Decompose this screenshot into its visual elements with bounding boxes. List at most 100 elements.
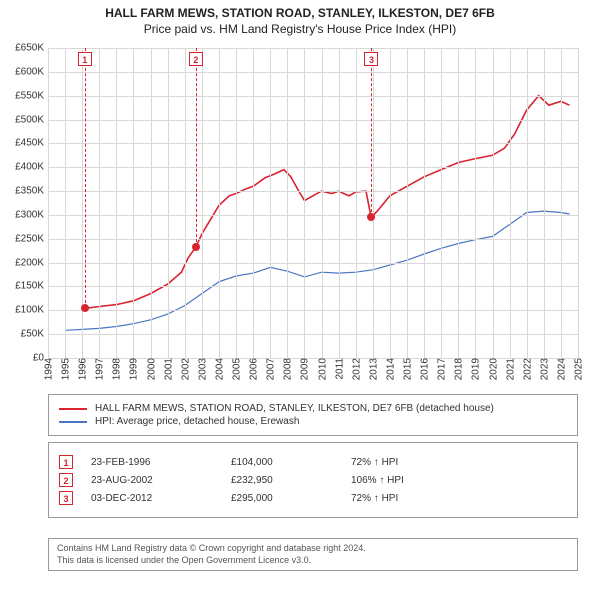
x-axis-tick-label: 2012 bbox=[349, 358, 362, 380]
gridline-vertical bbox=[99, 48, 100, 358]
line-series-svg bbox=[48, 48, 578, 358]
event-date: 23-FEB-1996 bbox=[91, 457, 231, 468]
gridline-vertical bbox=[544, 48, 545, 358]
title-block: HALL FARM MEWS, STATION ROAD, STANLEY, I… bbox=[0, 0, 600, 36]
marker-dot bbox=[367, 213, 375, 221]
gridline-horizontal bbox=[48, 239, 578, 240]
footer-line-1: Contains HM Land Registry data © Crown c… bbox=[57, 543, 569, 555]
x-axis-tick-label: 2019 bbox=[469, 358, 482, 380]
gridline-horizontal bbox=[48, 334, 578, 335]
gridline-vertical bbox=[185, 48, 186, 358]
gridline-vertical bbox=[287, 48, 288, 358]
y-axis-tick-label: £450K bbox=[15, 138, 48, 149]
y-axis-tick-label: £300K bbox=[15, 209, 48, 220]
event-pct: 72% ↑ HPI bbox=[351, 493, 398, 504]
x-axis-tick-label: 1999 bbox=[127, 358, 140, 380]
gridline-horizontal bbox=[48, 167, 578, 168]
gridline-vertical bbox=[578, 48, 579, 358]
x-axis-tick-label: 2004 bbox=[212, 358, 225, 380]
x-axis-tick-label: 2006 bbox=[247, 358, 260, 380]
x-axis-tick-label: 1995 bbox=[59, 358, 72, 380]
gridline-vertical bbox=[356, 48, 357, 358]
event-badge: 1 bbox=[59, 455, 73, 469]
marker-guideline bbox=[85, 48, 86, 308]
x-axis-tick-label: 2000 bbox=[144, 358, 157, 380]
gridline-vertical bbox=[561, 48, 562, 358]
x-axis-tick-label: 1997 bbox=[93, 358, 106, 380]
plot-area: £0£50K£100K£150K£200K£250K£300K£350K£400… bbox=[48, 48, 578, 358]
y-axis-tick-label: £600K bbox=[15, 66, 48, 77]
marker-dot bbox=[192, 243, 200, 251]
gridline-horizontal bbox=[48, 286, 578, 287]
gridline-vertical bbox=[270, 48, 271, 358]
footer-line-2: This data is licensed under the Open Gov… bbox=[57, 555, 569, 567]
x-axis-tick-label: 2010 bbox=[315, 358, 328, 380]
gridline-horizontal bbox=[48, 96, 578, 97]
x-axis-tick-label: 1998 bbox=[110, 358, 123, 380]
gridline-horizontal bbox=[48, 72, 578, 73]
x-axis-tick-label: 2023 bbox=[537, 358, 550, 380]
x-axis-tick-label: 2025 bbox=[572, 358, 585, 380]
chart-title: HALL FARM MEWS, STATION ROAD, STANLEY, I… bbox=[0, 6, 600, 20]
legend-swatch bbox=[59, 408, 87, 410]
event-pct: 72% ↑ HPI bbox=[351, 457, 398, 468]
y-axis-tick-label: £400K bbox=[15, 162, 48, 173]
x-axis-tick-label: 2001 bbox=[161, 358, 174, 380]
y-axis-tick-label: £650K bbox=[15, 43, 48, 54]
event-date: 23-AUG-2002 bbox=[91, 475, 231, 486]
x-axis-tick-label: 1994 bbox=[42, 358, 55, 380]
gridline-vertical bbox=[339, 48, 340, 358]
x-axis-tick-label: 2020 bbox=[486, 358, 499, 380]
gridline-vertical bbox=[390, 48, 391, 358]
gridline-vertical bbox=[48, 48, 49, 358]
gridline-vertical bbox=[458, 48, 459, 358]
x-axis-tick-label: 2022 bbox=[520, 358, 533, 380]
gridline-horizontal bbox=[48, 191, 578, 192]
gridline-vertical bbox=[202, 48, 203, 358]
x-axis-tick-label: 2007 bbox=[264, 358, 277, 380]
gridline-horizontal bbox=[48, 120, 578, 121]
gridline-vertical bbox=[133, 48, 134, 358]
gridline-vertical bbox=[65, 48, 66, 358]
gridline-horizontal bbox=[48, 263, 578, 264]
event-price: £104,000 bbox=[231, 457, 351, 468]
y-axis-tick-label: £350K bbox=[15, 186, 48, 197]
gridline-horizontal bbox=[48, 310, 578, 311]
gridline-vertical bbox=[475, 48, 476, 358]
event-price: £295,000 bbox=[231, 493, 351, 504]
marker-guideline bbox=[196, 48, 197, 247]
gridline-vertical bbox=[151, 48, 152, 358]
y-axis-tick-label: £250K bbox=[15, 233, 48, 244]
events-table: 123-FEB-1996£104,00072% ↑ HPI223-AUG-200… bbox=[48, 442, 578, 518]
gridline-vertical bbox=[116, 48, 117, 358]
chart-subtitle: Price paid vs. HM Land Registry's House … bbox=[0, 22, 600, 36]
gridline-vertical bbox=[304, 48, 305, 358]
gridline-vertical bbox=[407, 48, 408, 358]
x-axis-tick-label: 2018 bbox=[452, 358, 465, 380]
chart-container: HALL FARM MEWS, STATION ROAD, STANLEY, I… bbox=[0, 0, 600, 590]
legend: HALL FARM MEWS, STATION ROAD, STANLEY, I… bbox=[48, 394, 578, 436]
y-axis-tick-label: £200K bbox=[15, 257, 48, 268]
marker-badge: 1 bbox=[78, 52, 92, 66]
marker-badge: 3 bbox=[364, 52, 378, 66]
x-axis-tick-label: 2024 bbox=[554, 358, 567, 380]
event-badge: 2 bbox=[59, 473, 73, 487]
legend-label: HPI: Average price, detached house, Erew… bbox=[95, 416, 299, 427]
series-line bbox=[85, 96, 570, 309]
series-line bbox=[65, 211, 569, 330]
event-date: 03-DEC-2012 bbox=[91, 493, 231, 504]
x-axis-tick-label: 2005 bbox=[230, 358, 243, 380]
event-price: £232,950 bbox=[231, 475, 351, 486]
x-axis-tick-label: 2002 bbox=[178, 358, 191, 380]
event-row: 223-AUG-2002£232,950106% ↑ HPI bbox=[59, 473, 567, 487]
gridline-vertical bbox=[168, 48, 169, 358]
gridline-vertical bbox=[236, 48, 237, 358]
legend-item: HALL FARM MEWS, STATION ROAD, STANLEY, I… bbox=[59, 403, 567, 414]
y-axis-tick-label: £500K bbox=[15, 114, 48, 125]
marker-guideline bbox=[371, 48, 372, 217]
gridline-horizontal bbox=[48, 143, 578, 144]
x-axis-tick-label: 2016 bbox=[418, 358, 431, 380]
x-axis-tick-label: 2013 bbox=[366, 358, 379, 380]
y-axis-tick-label: £100K bbox=[15, 305, 48, 316]
gridline-vertical bbox=[424, 48, 425, 358]
